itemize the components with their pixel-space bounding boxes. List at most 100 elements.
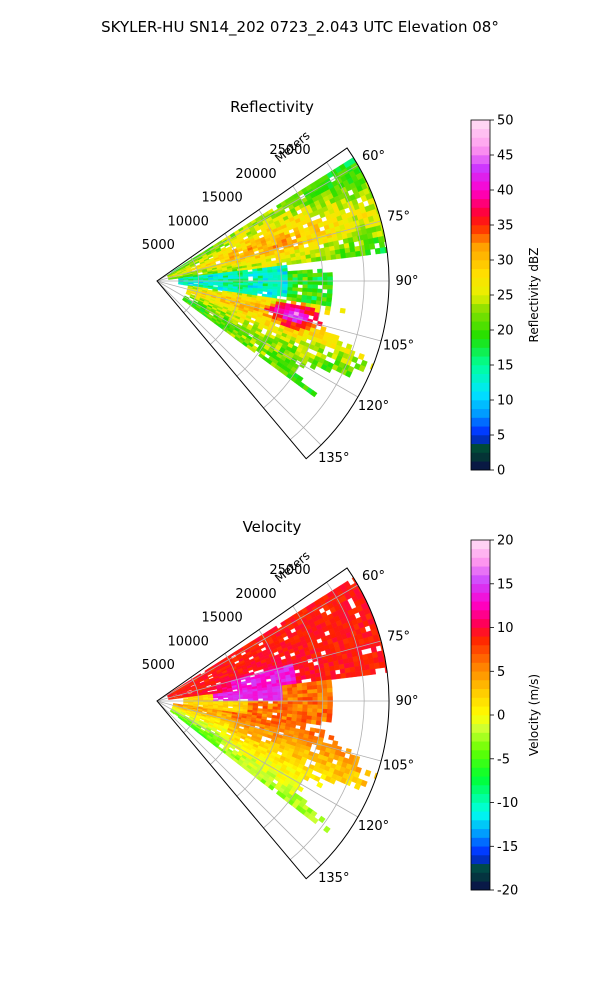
azimuth-tick-label: 75° <box>387 209 410 224</box>
echo-cell <box>302 693 309 698</box>
echo-cell <box>317 708 323 714</box>
azimuth-tick-label: 120° <box>358 819 389 834</box>
echo-cell <box>316 712 323 718</box>
echo-cell <box>287 703 294 708</box>
echo-cell <box>197 703 204 706</box>
echo-cell <box>321 716 328 723</box>
echo-cell <box>302 697 308 702</box>
azimuth-tick-label: 105° <box>383 339 414 354</box>
echo-cell <box>282 687 288 693</box>
colorbar-tick-label: 35 <box>497 219 514 234</box>
colorbar-band <box>471 382 490 392</box>
echo-cell <box>374 247 381 255</box>
echo-cell <box>287 280 294 285</box>
echo-cell <box>364 669 372 676</box>
colorbar-band <box>471 785 490 795</box>
colorbar-band <box>471 452 490 462</box>
echo-cell <box>323 825 331 834</box>
echo-cell <box>311 681 318 687</box>
echo-cell <box>292 693 299 698</box>
echo-cell <box>327 272 333 278</box>
echo-cell <box>272 700 279 705</box>
echo-cell <box>272 691 279 696</box>
colorbar-band <box>471 408 490 418</box>
echo-cell <box>322 276 328 282</box>
echo-cell <box>297 273 304 278</box>
echo-cell <box>297 707 303 712</box>
colorbar-band <box>471 811 490 821</box>
echo-cell <box>282 697 289 702</box>
echo-cell <box>282 703 289 708</box>
colorbar-band <box>471 855 490 865</box>
colorbar-band <box>471 802 490 812</box>
colorbar-band <box>471 662 490 672</box>
echo-cell <box>291 687 298 692</box>
colorbar-band <box>471 575 490 585</box>
echo-cell <box>326 297 333 303</box>
range-ring <box>210 653 241 765</box>
echo-cell <box>282 274 289 279</box>
echo-cell <box>277 283 284 288</box>
echo-cell <box>302 689 308 695</box>
echo-cell <box>277 277 284 282</box>
range-rings <box>183 161 365 440</box>
colorbar-tick-label: 20 <box>497 534 514 549</box>
echo-cell <box>292 697 299 702</box>
echo-cell <box>282 694 289 699</box>
echo-cell <box>322 280 328 286</box>
echo-cell <box>357 353 365 361</box>
echo-cell <box>326 713 333 719</box>
echo-cell <box>364 249 372 256</box>
echo-cell <box>305 674 312 680</box>
echo-cell <box>302 280 308 285</box>
azimuth-tick-label: 120° <box>358 399 389 414</box>
echo-cell <box>300 675 307 680</box>
echo-cell <box>297 287 303 292</box>
radial-tick-label: 10000 <box>168 635 209 650</box>
colorbar-band <box>471 242 490 252</box>
colorbar-band <box>471 128 490 138</box>
range-ring <box>263 605 324 829</box>
echo-cell <box>257 695 264 699</box>
echo-cell <box>307 273 313 278</box>
radial-tick-label: 10000 <box>168 215 209 230</box>
echo-cell <box>307 696 314 702</box>
azimuth-spoke <box>156 220 382 282</box>
echo-cell <box>312 700 318 706</box>
colorbar-band <box>471 417 490 427</box>
radial-tick-label: 25000 <box>269 143 310 158</box>
echo-cell <box>355 250 362 257</box>
radial-tick-labels: 5000 10000 15000 20000 25000 <box>142 143 311 253</box>
echo-cell <box>267 275 274 279</box>
echo-cell <box>296 686 303 691</box>
echo-cell <box>312 696 318 702</box>
echo-cell <box>277 694 284 699</box>
range-ring <box>236 629 282 797</box>
echo-cell <box>277 268 283 273</box>
echo-cell <box>277 688 283 693</box>
echo-cell <box>360 250 367 257</box>
echo-cell <box>306 681 313 687</box>
colorbar-tick-label: 45 <box>497 149 514 164</box>
radial-tick-label: 5000 <box>142 238 175 253</box>
echo-cell <box>360 779 368 788</box>
echo-cell <box>307 276 314 282</box>
colorbar-band <box>471 837 490 847</box>
azimuth-tick-labels: 60° 75° 90° 105° 120° 135° <box>318 149 418 466</box>
range-ring <box>263 185 324 409</box>
echo-cell <box>327 704 333 710</box>
echo-cell <box>246 266 253 271</box>
echo-cell <box>321 679 328 686</box>
radial-tick-label: 5000 <box>142 658 175 673</box>
echo-cell <box>327 700 333 706</box>
echo-cell <box>267 272 274 276</box>
range-ring <box>236 209 282 377</box>
range-ring <box>183 257 199 314</box>
echo-cell <box>306 711 313 717</box>
radial-tick-label: 15000 <box>201 611 242 626</box>
echo-cell <box>322 704 328 710</box>
colorbar-band <box>471 636 490 646</box>
echo-cell <box>369 668 377 675</box>
colorbar-band <box>471 548 490 558</box>
echo-cell <box>287 274 294 279</box>
